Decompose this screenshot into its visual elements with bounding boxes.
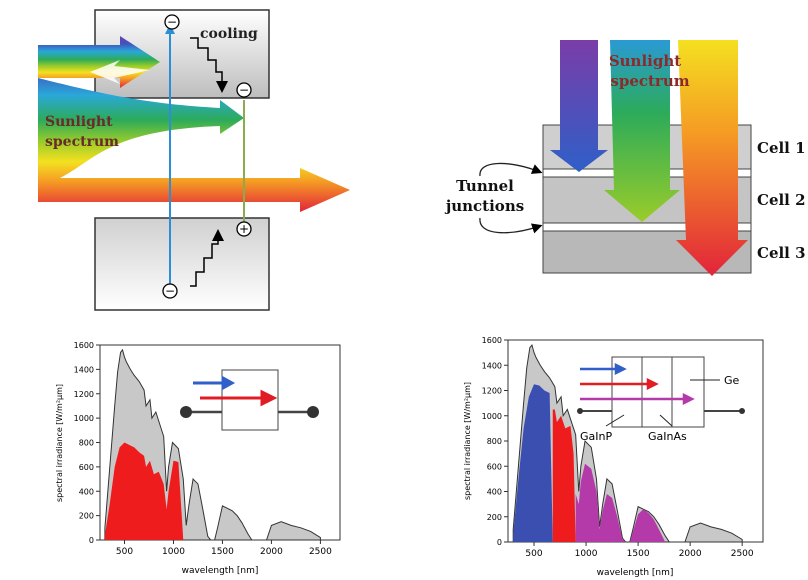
spectrum-label-left: spectrum xyxy=(45,134,119,150)
series-area-2 xyxy=(552,409,576,542)
y-tick-label: 600 xyxy=(487,462,502,471)
y-tick-label: 1200 xyxy=(74,390,94,399)
x-tick-label: 2500 xyxy=(731,549,754,559)
ge-label: Ge xyxy=(724,374,740,387)
electron-sign-top: − xyxy=(167,15,177,29)
y-tick-label: 800 xyxy=(79,439,94,448)
gainas-leader xyxy=(659,414,673,427)
y-tick-label: 0 xyxy=(497,538,502,547)
x-tick-label: 500 xyxy=(525,549,542,559)
y-tick-label: 400 xyxy=(79,487,94,496)
inset-arrow-red xyxy=(200,389,278,407)
gainas-label: GaInAs xyxy=(648,430,687,443)
series-area-1 xyxy=(104,442,184,540)
x-tick-label: 1000 xyxy=(575,549,598,559)
y-axis-label: spectral irradiance [W/m²µm] xyxy=(55,384,64,502)
y-tick-label: 800 xyxy=(487,437,502,446)
chart-axes: 500 1000 1500 2000 2500 0 200 400 600 800 1000 1200… xyxy=(74,341,332,557)
inset-arrow-magenta xyxy=(580,392,695,406)
junctions-label: junctions xyxy=(444,197,524,215)
inset-arrow-blue xyxy=(580,362,627,376)
x-tick-label: 1500 xyxy=(627,549,650,559)
sunlight-label-right: Sunlight xyxy=(609,52,681,70)
electron-sign-bottom: − xyxy=(165,284,175,298)
y-tick-label: 200 xyxy=(79,512,94,521)
x-tick-label: 2000 xyxy=(679,549,702,559)
y-tick-label: 1400 xyxy=(74,365,94,374)
terminal-right xyxy=(739,408,745,414)
y-tick-label: 0 xyxy=(89,536,94,545)
y-tick-label: 400 xyxy=(487,488,502,497)
tunnel-label: Tunnel xyxy=(456,177,514,195)
y-tick-label: 1600 xyxy=(482,336,502,345)
electron-circle-bandedge xyxy=(236,82,252,98)
terminal-left xyxy=(577,408,583,414)
y-tick-label: 1000 xyxy=(482,412,502,421)
stack-box xyxy=(611,356,705,428)
y-tick-label: 200 xyxy=(487,513,502,522)
y-tick-label: 1200 xyxy=(482,387,502,396)
x-tick-label: 2000 xyxy=(260,547,283,557)
chart-areas xyxy=(512,343,743,543)
spectrum-label-right: spectrum xyxy=(610,72,689,90)
triple-junction-inset: Ge GaInP GaInAs xyxy=(577,356,745,443)
electron-circle-top xyxy=(164,14,180,30)
y-axis-label: spectral irradiance [W/m²µm] xyxy=(463,382,472,500)
cell-3-label: Cell 3 xyxy=(757,244,806,262)
tunnel-pointer-upper xyxy=(479,162,543,177)
sunlight-arrow-blue xyxy=(38,36,160,88)
y-tick-label: 1600 xyxy=(74,341,94,350)
ray-red-yellow xyxy=(676,40,748,276)
electron-sign-bandedge: − xyxy=(239,83,249,97)
electron-circle-bottom xyxy=(162,283,178,299)
y-tick-label: 600 xyxy=(79,463,94,472)
x-axis-label: wavelength [nm] xyxy=(597,568,674,578)
chart-areas xyxy=(104,348,321,541)
cell-1-label: Cell 1 xyxy=(757,139,806,157)
ray-blue-violet xyxy=(550,40,608,172)
inset-arrow-red xyxy=(580,377,659,391)
x-axis-label: wavelength [nm] xyxy=(182,566,259,576)
x-tick-label: 1500 xyxy=(211,547,234,557)
tunnel-pointer-lower xyxy=(479,217,543,234)
series-area-1 xyxy=(513,384,553,542)
cooling-staircase xyxy=(190,37,228,93)
x-tick-label: 1000 xyxy=(162,547,185,557)
terminal-right xyxy=(307,406,319,418)
chart-triple-junction: 500 1000 1500 2000 2500 0 200 400 600 800 1000 1200… xyxy=(463,336,764,578)
gainp-leader xyxy=(605,414,625,427)
sunlight-arrow-small xyxy=(90,60,150,84)
sunlight-label-left: Sunlight xyxy=(45,114,113,130)
single-junction-inset xyxy=(180,369,319,431)
x-tick-label: 500 xyxy=(116,547,133,557)
inset-arrow-blue xyxy=(193,375,236,391)
band-diagram-panel: Sunlight spectrum cooling − − + − xyxy=(38,9,350,311)
hole-circle-bandedge xyxy=(236,221,252,237)
terminal-left xyxy=(180,406,192,418)
ray-green xyxy=(604,40,680,222)
cooling-label: cooling xyxy=(200,26,258,42)
x-tick-label: 2500 xyxy=(309,547,332,557)
chart-axes: 500 1000 1500 2000 2500 0 200 400 600 800 1000 1200… xyxy=(482,336,754,559)
chart-single-junction: 500 1000 1500 2000 2500 0 200 400 600 800 1000 1200… xyxy=(55,341,341,576)
hole-cooling-staircase xyxy=(190,229,224,287)
sunlight-arrow-main xyxy=(38,45,350,212)
hole-sign-bandedge: + xyxy=(239,222,249,236)
cell-2-label: Cell 2 xyxy=(757,191,806,209)
y-tick-label: 1000 xyxy=(74,414,94,423)
y-tick-label: 1400 xyxy=(482,361,502,370)
multijunction-stack-panel: Sunlight spectrum Cell 1 Cell 2 Cell 3 T… xyxy=(444,40,806,276)
series-area-3 xyxy=(575,463,666,542)
gainp-label: GaInP xyxy=(580,430,612,443)
